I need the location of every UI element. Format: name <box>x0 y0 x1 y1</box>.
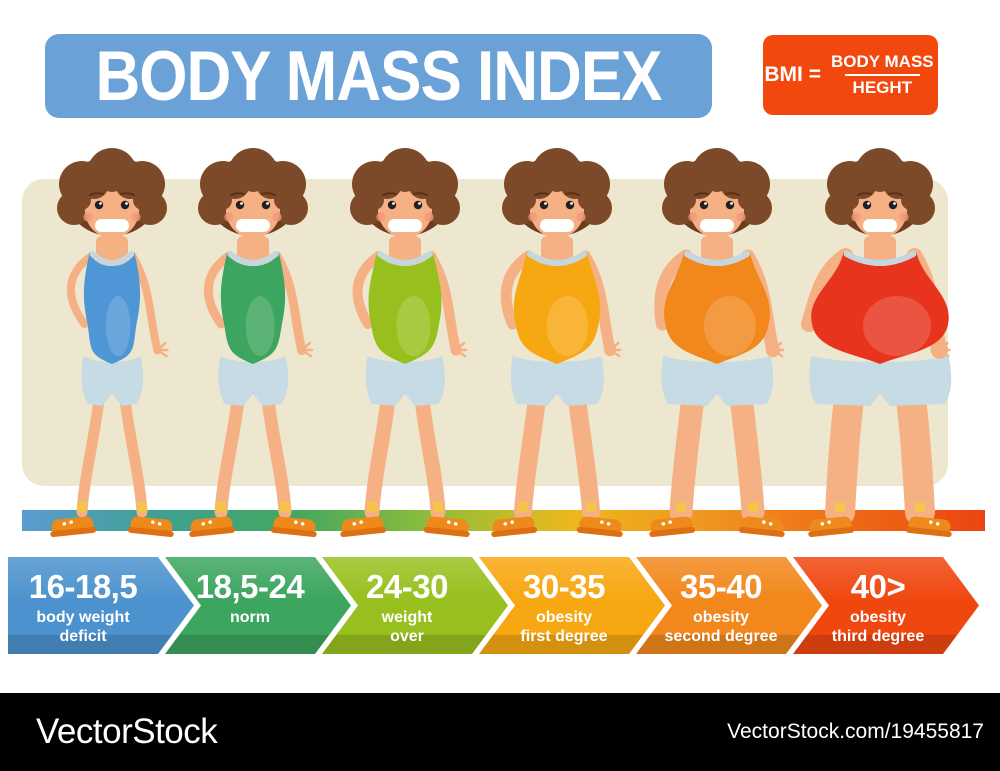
category-label: obesity second degree <box>664 609 778 645</box>
category-text: 35-40 obesity second degree <box>646 557 796 647</box>
category-range: 30-35 <box>523 568 605 605</box>
category-range: 16-18,5 <box>28 568 138 605</box>
category-text: 40> obesity third degree <box>803 557 953 647</box>
formula-fraction: BODY MASS HEGHT <box>828 52 937 97</box>
category-text: 24-30 weight over <box>332 557 482 647</box>
formula-prefix: BMI = <box>764 63 821 86</box>
category-text: 30-35 obesity first degree <box>489 557 639 647</box>
figure-woman-4 <box>491 148 623 538</box>
figure-panel-background <box>22 179 948 486</box>
category-text: 18,5-24 norm <box>175 557 325 628</box>
category-text: 16-18,5 body weight deficit <box>8 557 158 647</box>
category-range: 40> <box>850 568 906 605</box>
watermark-bar: VectorStock VectorStock.com/19455817 <box>0 693 1000 771</box>
category-label: obesity third degree <box>831 609 925 645</box>
formula-denominator: HEGHT <box>844 74 921 98</box>
image-credit-url: VectorStock.com/19455817 <box>727 720 984 743</box>
figure-woman-1 <box>50 148 174 538</box>
category-range: 35-40 <box>680 568 762 605</box>
figures-row <box>50 148 952 538</box>
category-range: 24-30 <box>366 568 448 605</box>
page-title: BODY MASS INDEX <box>95 36 662 116</box>
title-banner: BODY MASS INDEX <box>45 34 712 118</box>
category-arrows: 16-18,5 body weight deficit 18,5-24 norm… <box>8 557 992 654</box>
figure-woman-5 <box>649 148 785 538</box>
category-arrow-1: 16-18,5 body weight deficit <box>8 557 194 654</box>
category-label: obesity first degree <box>520 609 608 645</box>
figure-woman-6 <box>801 148 952 538</box>
figure-woman-3 <box>340 148 470 538</box>
figure-woman-2 <box>189 148 317 538</box>
formula-numerator: BODY MASS <box>830 52 934 72</box>
category-label: norm <box>230 609 270 626</box>
category-label: body weight deficit <box>36 609 130 645</box>
category-label: weight over <box>381 609 433 645</box>
bmi-formula-box: BMI = BODY MASS HEGHT <box>763 35 938 115</box>
vectorstock-logo: VectorStock <box>36 712 218 751</box>
category-range: 18,5-24 <box>195 568 305 605</box>
